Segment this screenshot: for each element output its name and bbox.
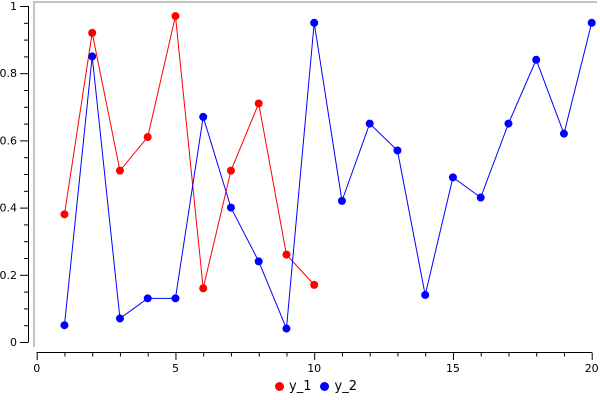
data-point-y_1 xyxy=(171,12,180,21)
y-axis-tick-label: 1 xyxy=(10,0,17,13)
series-y1-marker-icon xyxy=(275,382,285,391)
data-point-y_2 xyxy=(476,193,485,202)
data-point-y_2 xyxy=(143,294,152,303)
data-point-y_1 xyxy=(254,99,263,108)
data-point-y_2 xyxy=(254,257,263,266)
data-point-y_1 xyxy=(143,133,152,142)
data-point-y_2 xyxy=(282,324,291,333)
data-point-y_1 xyxy=(282,250,291,259)
data-point-y_1 xyxy=(60,210,69,219)
data-point-y_2 xyxy=(88,52,97,61)
data-point-y_2 xyxy=(421,290,430,299)
legend-item-y2: y_2 xyxy=(320,379,357,394)
data-point-y_2 xyxy=(226,203,235,212)
chart-legend: y_1 y_2 xyxy=(275,380,357,393)
data-point-y_2 xyxy=(199,112,208,121)
y-axis-tick-label: 0 xyxy=(10,336,17,349)
data-point-y_2 xyxy=(393,146,402,155)
data-point-y_1 xyxy=(115,166,124,175)
y-axis-tick-label: 0.8 xyxy=(0,67,17,80)
data-point-y_1 xyxy=(199,284,208,293)
data-point-y_2 xyxy=(448,173,457,182)
series-y2-marker-icon xyxy=(320,382,330,391)
y-axis-tick-label: 0.4 xyxy=(0,202,17,215)
x-axis-tick-label: 10 xyxy=(307,362,321,375)
x-axis-tick-label: 5 xyxy=(172,362,179,375)
x-axis-tick-label: 15 xyxy=(446,362,460,375)
data-point-y_2 xyxy=(171,294,180,303)
data-point-y_2 xyxy=(310,18,319,27)
data-point-y_2 xyxy=(504,119,513,128)
series-line-y_2 xyxy=(63,22,593,329)
legend-label-y1: y_1 xyxy=(289,379,312,394)
y-axis-tick-label: 0.6 xyxy=(0,134,17,147)
legend-item-y1: y_1 xyxy=(275,379,312,394)
y-axis-tick-label: 0.2 xyxy=(0,269,17,282)
data-point-y_2 xyxy=(365,119,374,128)
data-point-y_2 xyxy=(559,129,568,138)
series-line-y_1 xyxy=(63,15,315,289)
data-point-y_2 xyxy=(115,314,124,323)
data-point-y_2 xyxy=(587,18,596,27)
data-point-y_1 xyxy=(88,28,97,37)
x-axis-tick-label: 20 xyxy=(585,362,599,375)
data-point-y_2 xyxy=(337,196,346,205)
data-point-y_1 xyxy=(226,166,235,175)
legend-label-y2: y_2 xyxy=(334,379,357,394)
data-point-y_1 xyxy=(310,280,319,289)
x-axis-tick-label: 0 xyxy=(33,362,40,375)
data-point-y_2 xyxy=(532,55,541,64)
data-point-y_2 xyxy=(60,321,69,330)
